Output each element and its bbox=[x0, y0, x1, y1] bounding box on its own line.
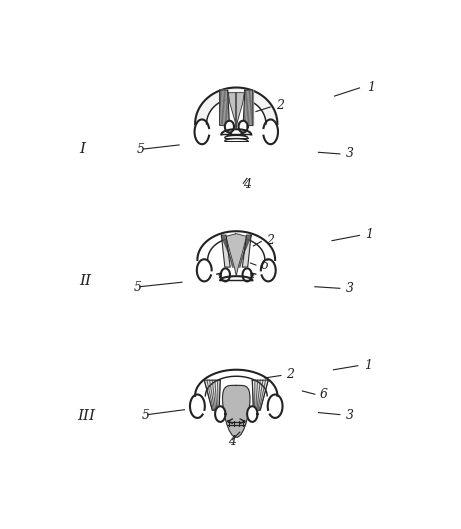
Polygon shape bbox=[242, 268, 252, 281]
Polygon shape bbox=[252, 380, 268, 410]
Text: 5: 5 bbox=[137, 143, 145, 156]
Polygon shape bbox=[223, 385, 250, 437]
Polygon shape bbox=[190, 395, 205, 418]
Text: 1: 1 bbox=[366, 229, 373, 241]
Polygon shape bbox=[242, 235, 251, 267]
Polygon shape bbox=[215, 406, 225, 422]
Polygon shape bbox=[221, 235, 230, 267]
Polygon shape bbox=[243, 90, 253, 125]
Polygon shape bbox=[228, 93, 244, 128]
Polygon shape bbox=[247, 406, 257, 422]
Polygon shape bbox=[226, 234, 247, 276]
Text: 6: 6 bbox=[260, 259, 269, 272]
Polygon shape bbox=[197, 231, 275, 260]
Text: 4: 4 bbox=[243, 178, 251, 191]
Text: 5: 5 bbox=[134, 280, 142, 294]
Text: I: I bbox=[79, 142, 85, 156]
Polygon shape bbox=[220, 276, 252, 282]
Polygon shape bbox=[238, 121, 248, 132]
Polygon shape bbox=[220, 90, 230, 125]
Text: 3: 3 bbox=[346, 148, 354, 160]
Text: 2: 2 bbox=[276, 99, 284, 112]
Text: 6: 6 bbox=[319, 388, 327, 401]
Polygon shape bbox=[195, 87, 278, 124]
Polygon shape bbox=[221, 129, 251, 138]
Polygon shape bbox=[195, 370, 278, 396]
Text: 1: 1 bbox=[364, 359, 372, 372]
Polygon shape bbox=[264, 120, 278, 144]
Text: II: II bbox=[79, 275, 91, 288]
Polygon shape bbox=[197, 259, 212, 281]
Text: III: III bbox=[77, 409, 95, 423]
Text: 3: 3 bbox=[346, 408, 354, 422]
Text: 2: 2 bbox=[266, 234, 274, 247]
Text: 1: 1 bbox=[366, 80, 375, 94]
Polygon shape bbox=[261, 259, 276, 281]
Polygon shape bbox=[221, 268, 230, 281]
Text: 2: 2 bbox=[285, 368, 294, 381]
Polygon shape bbox=[225, 121, 234, 132]
Polygon shape bbox=[195, 87, 278, 124]
Text: 5: 5 bbox=[142, 409, 150, 422]
Polygon shape bbox=[204, 380, 220, 410]
Text: 4: 4 bbox=[228, 435, 236, 448]
Polygon shape bbox=[195, 120, 209, 144]
Polygon shape bbox=[268, 395, 283, 418]
Text: 3: 3 bbox=[346, 282, 354, 295]
